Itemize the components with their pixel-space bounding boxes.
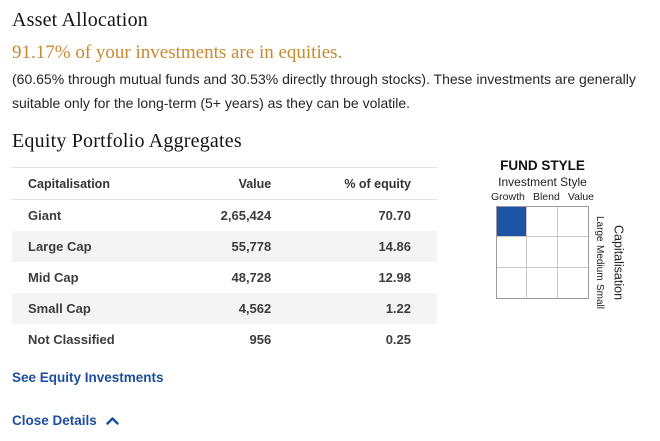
style-grid-cell (557, 237, 588, 268)
col-header-capitalisation: Capitalisation (12, 167, 161, 200)
col-header-pct-equity: % of equity (271, 167, 437, 200)
cell-capitalisation: Not Classified (28, 331, 115, 347)
cell-capitalisation: Giant (28, 207, 62, 223)
style-grid-cell-highlighted (497, 207, 528, 238)
style-grid-cell (527, 267, 558, 298)
close-details-link[interactable]: Close Details (12, 412, 119, 428)
table-row: Giant 2,65,424 70.70 (12, 200, 437, 231)
cell-value: 55,778 (231, 238, 272, 254)
equity-aggregates-table: Capitalisation Value % of equity Giant 2… (12, 167, 437, 355)
fund-style-title: FUND STYLE (500, 158, 585, 173)
section-title: Equity Portfolio Aggregates (12, 130, 242, 152)
style-grid-cell (527, 237, 558, 268)
cell-pct: 14.86 (378, 238, 411, 254)
cell-pct: 12.98 (378, 269, 411, 285)
fund-style-subtitle: Investment Style (498, 175, 587, 189)
cell-capitalisation: Small Cap (28, 300, 91, 316)
style-grid-cell (497, 267, 528, 298)
equity-description: (60.65% through mutual funds and 30.53% … (12, 71, 636, 111)
col-label-value: Value (567, 191, 594, 203)
row-label-large: Large (594, 216, 605, 242)
style-box-grid (496, 206, 589, 299)
see-equity-investments-label: See Equity Investments (12, 370, 164, 385)
fund-style-column-labels: Growth Blend Value (491, 191, 594, 203)
table-row: Mid Cap 48,728 12.98 (12, 262, 437, 293)
style-grid-cell (527, 207, 558, 238)
capitalisation-axis-label: Capitalisation (611, 224, 626, 301)
cell-pct: 70.70 (378, 207, 411, 223)
cell-pct: 0.25 (385, 331, 411, 347)
table-header-row: Capitalisation Value % of equity (12, 167, 437, 200)
cell-capitalisation: Mid Cap (28, 269, 79, 285)
table-row: Not Classified 956 0.25 (12, 324, 437, 355)
col-header-value: Value (160, 167, 272, 200)
cell-capitalisation: Large Cap (28, 238, 92, 254)
col-label-growth: Growth (491, 191, 525, 203)
table-row: Large Cap 55,778 14.86 (12, 230, 437, 262)
table-row: Small Cap 4,562 1.22 (12, 292, 437, 324)
cell-pct: 1.22 (385, 300, 411, 316)
see-equity-investments-link[interactable]: See Equity Investments (12, 370, 164, 385)
page-title: Asset Allocation (12, 9, 148, 31)
row-label-medium: Medium (594, 244, 605, 281)
col-label-blend: Blend (532, 191, 560, 203)
cell-value: 2,65,424 (220, 207, 272, 223)
style-grid-cell (558, 268, 588, 298)
cell-value: 4,562 (238, 300, 272, 316)
equity-headline: 91.17% of your investments are in equiti… (12, 42, 343, 63)
cell-value: 956 (249, 331, 272, 347)
style-grid-cell (497, 237, 528, 268)
cell-value: 48,728 (231, 269, 272, 285)
fund-style-widget: FUND STYLE Investment Style Growth Blend… (465, 158, 640, 328)
row-label-small: Small (594, 283, 605, 309)
style-grid-cell (557, 207, 588, 238)
chevron-up-icon[interactable] (106, 413, 119, 428)
fund-style-row-labels: Large Medium Small (593, 216, 606, 309)
close-details-label: Close Details (12, 412, 97, 428)
